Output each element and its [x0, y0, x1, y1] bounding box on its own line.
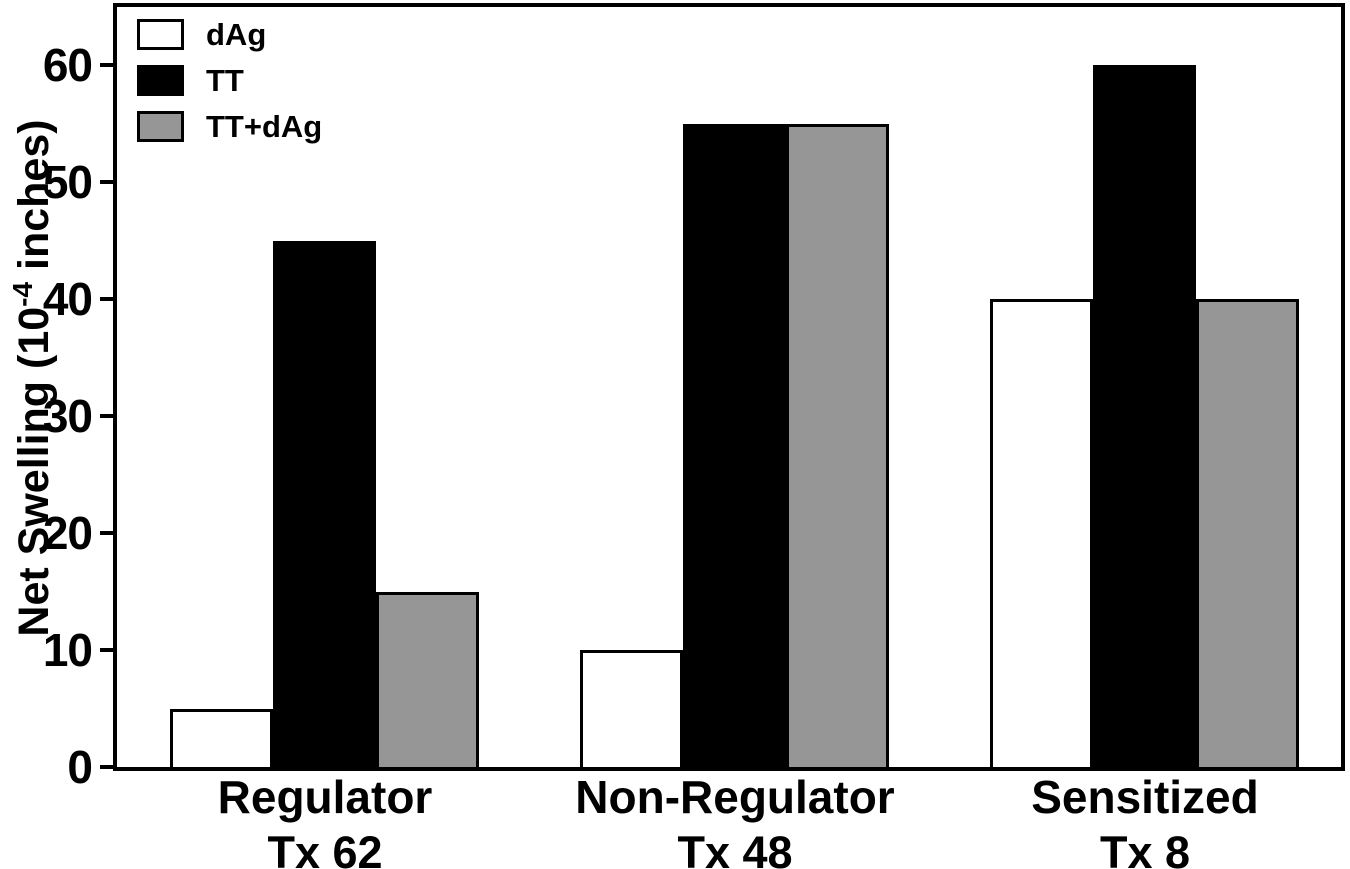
bar-tt-dag-non-regulator — [786, 124, 889, 767]
legend-item-tt: TT — [137, 65, 322, 96]
y-tick-label: 30 — [42, 390, 93, 442]
y-tick-label: 40 — [42, 273, 93, 325]
legend-swatch-tt — [137, 65, 184, 96]
y-tick — [100, 531, 113, 535]
y-tick-label: 0 — [67, 741, 93, 793]
legend-label-dag: dAg — [206, 17, 267, 52]
y-tick — [100, 180, 113, 184]
bar-dag-regulator — [170, 709, 273, 767]
x-axis-category-sublabel: Tx 48 — [677, 827, 793, 869]
y-tick-label: 20 — [42, 507, 93, 559]
bar-tt-regulator — [273, 241, 376, 767]
plot-area: dAg TT TT+dAg — [113, 3, 1345, 771]
legend-swatch-tt-dag — [137, 111, 184, 142]
y-tick — [100, 297, 113, 301]
bar-dag-non-regulator — [580, 650, 683, 767]
y-axis-title-prefix: Net Swelling (10 — [10, 306, 58, 637]
legend: dAg TT TT+dAg — [137, 19, 322, 142]
y-tick-label: 60 — [42, 39, 93, 91]
x-axis-category-sublabel: Tx 62 — [267, 827, 383, 869]
y-tick — [100, 648, 113, 652]
y-tick-label: 10 — [42, 624, 93, 676]
x-axis-category-name: Sensitized — [1031, 771, 1259, 823]
y-tick — [100, 63, 113, 67]
legend-label-tt-dag: TT+dAg — [206, 109, 323, 144]
y-tick — [100, 765, 113, 769]
legend-item-dag: dAg — [137, 19, 322, 50]
legend-label-tt: TT — [206, 63, 244, 98]
bar-tt-dag-regulator — [376, 592, 479, 767]
x-axis-category-sublabel: Tx 8 — [1099, 827, 1191, 869]
y-tick — [100, 414, 113, 418]
x-axis-category-name: Non-Regulator — [575, 771, 895, 823]
legend-swatch-dag — [137, 19, 184, 50]
bar-dag-sensitized — [990, 299, 1093, 767]
bar-tt-dag-sensitized — [1196, 299, 1299, 767]
x-axis-group-label: Non-Regulator Tx 48 — [525, 773, 945, 869]
x-axis-category-name: Regulator — [217, 771, 433, 823]
x-axis-group-label: Regulator Tx 62 — [115, 773, 535, 869]
y-tick-label: 50 — [42, 156, 93, 208]
bar-tt-non-regulator — [683, 124, 786, 767]
legend-item-tt-dag: TT+dAg — [137, 111, 322, 142]
bar-tt-sensitized — [1093, 65, 1196, 767]
x-axis-group-label: Sensitized Tx 8 — [935, 773, 1350, 869]
